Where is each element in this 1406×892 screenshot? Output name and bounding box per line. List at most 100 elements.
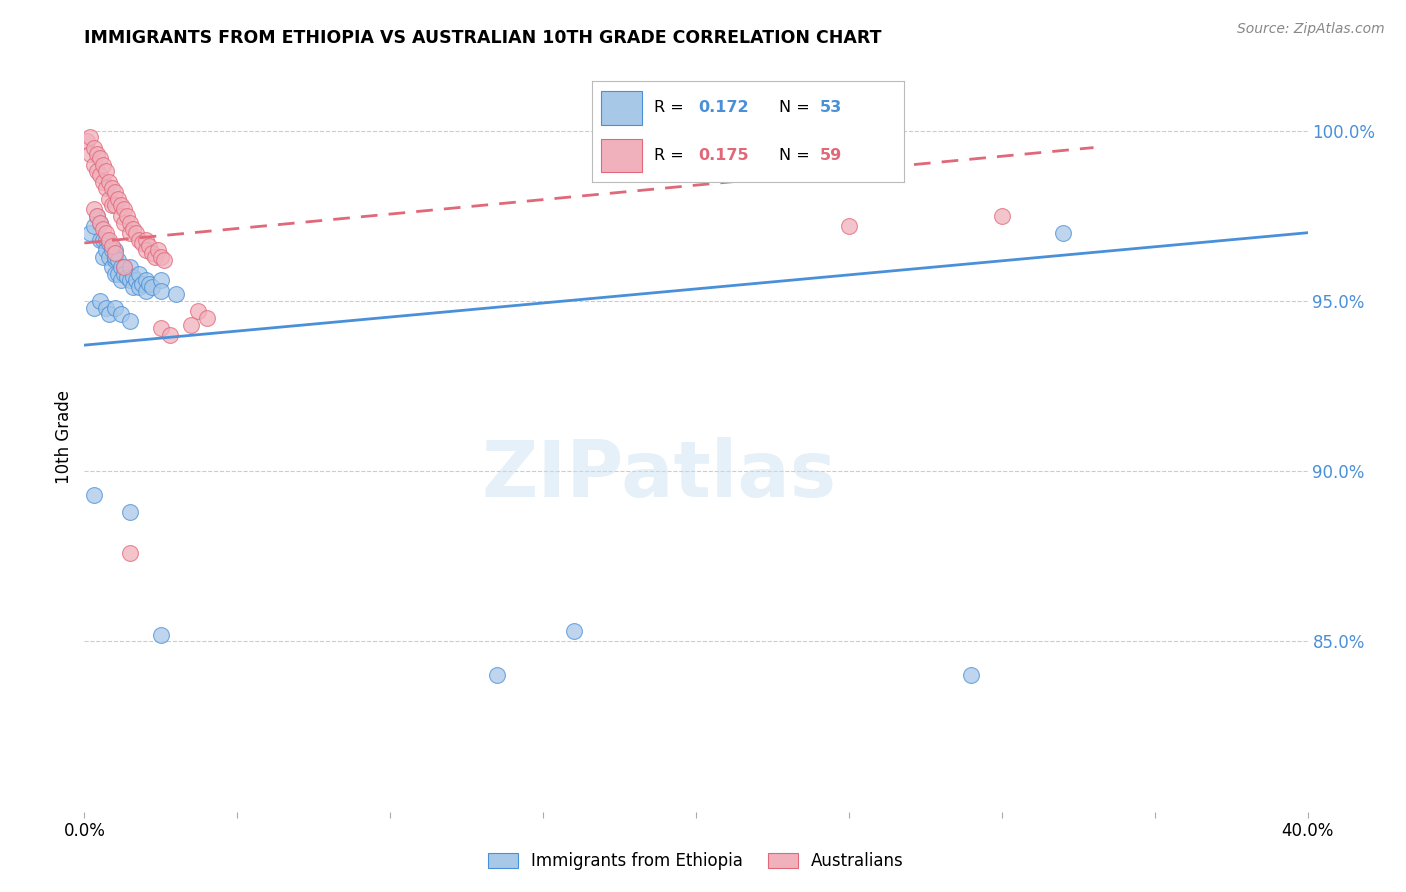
- Point: [101, 239, 124, 253]
- Point: [91, 158, 114, 172]
- Point: [125, 226, 148, 240]
- Point: [104, 301, 127, 315]
- Point: [91, 250, 114, 264]
- Point: [838, 219, 860, 233]
- Point: [97, 192, 120, 206]
- Point: [97, 233, 120, 247]
- Point: [180, 318, 202, 332]
- Point: [135, 273, 157, 287]
- Point: [83, 219, 105, 233]
- Point: [115, 209, 138, 223]
- Point: [79, 130, 101, 145]
- Point: [122, 280, 145, 294]
- Point: [83, 488, 105, 502]
- Point: [186, 304, 208, 318]
- Point: [89, 233, 111, 247]
- Point: [120, 546, 142, 560]
- Text: ZIPatlas: ZIPatlas: [482, 436, 837, 513]
- Point: [991, 209, 1014, 223]
- Legend: Immigrants from Ethiopia, Australians: Immigrants from Ethiopia, Australians: [479, 844, 912, 879]
- Point: [143, 250, 166, 264]
- Point: [91, 222, 114, 236]
- Point: [97, 250, 120, 264]
- Text: Source: ZipAtlas.com: Source: ZipAtlas.com: [1237, 22, 1385, 37]
- Point: [110, 209, 132, 223]
- Point: [115, 270, 138, 285]
- Point: [94, 301, 117, 315]
- Text: IMMIGRANTS FROM ETHIOPIA VS AUSTRALIAN 10TH GRADE CORRELATION CHART: IMMIGRANTS FROM ETHIOPIA VS AUSTRALIAN 1…: [84, 29, 882, 47]
- Point: [89, 168, 111, 182]
- Point: [94, 226, 117, 240]
- Point: [110, 273, 132, 287]
- Point: [165, 287, 187, 301]
- Point: [104, 267, 127, 281]
- Point: [1052, 226, 1074, 240]
- Point: [135, 284, 157, 298]
- Point: [107, 192, 129, 206]
- Point: [86, 209, 108, 223]
- Point: [486, 668, 509, 682]
- Point: [86, 164, 108, 178]
- Point: [141, 246, 163, 260]
- Point: [120, 215, 142, 229]
- Point: [104, 246, 127, 260]
- Point: [107, 267, 129, 281]
- Point: [104, 250, 127, 264]
- Point: [101, 260, 124, 274]
- Point: [562, 624, 585, 639]
- Point: [94, 243, 117, 257]
- Point: [149, 273, 172, 287]
- Point: [112, 260, 135, 274]
- Point: [83, 301, 105, 315]
- Point: [122, 270, 145, 285]
- Point: [153, 252, 176, 267]
- Point: [104, 185, 127, 199]
- Point: [110, 308, 132, 322]
- Point: [104, 252, 127, 267]
- Point: [149, 627, 172, 641]
- Point: [89, 293, 111, 308]
- Point: [149, 284, 172, 298]
- Point: [97, 175, 120, 189]
- Point: [110, 260, 132, 274]
- Point: [91, 233, 114, 247]
- Point: [83, 140, 105, 154]
- Point: [97, 308, 120, 322]
- Point: [112, 260, 135, 274]
- Point: [112, 215, 135, 229]
- Point: [131, 235, 153, 250]
- Point: [76, 134, 98, 148]
- Point: [101, 243, 124, 257]
- Point: [104, 198, 127, 212]
- Point: [79, 226, 101, 240]
- Point: [120, 260, 142, 274]
- Point: [89, 215, 111, 229]
- Point: [112, 267, 135, 281]
- Point: [138, 239, 160, 253]
- Point: [83, 202, 105, 216]
- Point: [128, 267, 150, 281]
- Point: [89, 215, 111, 229]
- Point: [120, 505, 142, 519]
- Point: [107, 252, 129, 267]
- Point: [91, 175, 114, 189]
- Point: [125, 273, 148, 287]
- Point: [101, 198, 124, 212]
- Point: [960, 668, 983, 682]
- Point: [149, 250, 172, 264]
- Point: [104, 243, 127, 257]
- Point: [141, 280, 163, 294]
- Point: [135, 243, 157, 257]
- Point: [112, 202, 135, 216]
- Point: [120, 273, 142, 287]
- Point: [94, 181, 117, 195]
- Point: [86, 147, 108, 161]
- Point: [79, 147, 101, 161]
- Point: [138, 277, 160, 291]
- Point: [131, 277, 153, 291]
- Point: [159, 327, 181, 342]
- Point: [94, 164, 117, 178]
- Point: [146, 243, 169, 257]
- Point: [89, 151, 111, 165]
- Point: [101, 181, 124, 195]
